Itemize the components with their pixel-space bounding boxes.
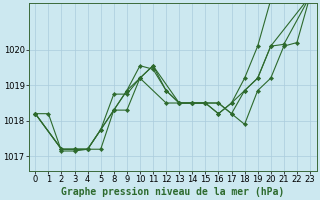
X-axis label: Graphe pression niveau de la mer (hPa): Graphe pression niveau de la mer (hPa) (61, 186, 284, 197)
